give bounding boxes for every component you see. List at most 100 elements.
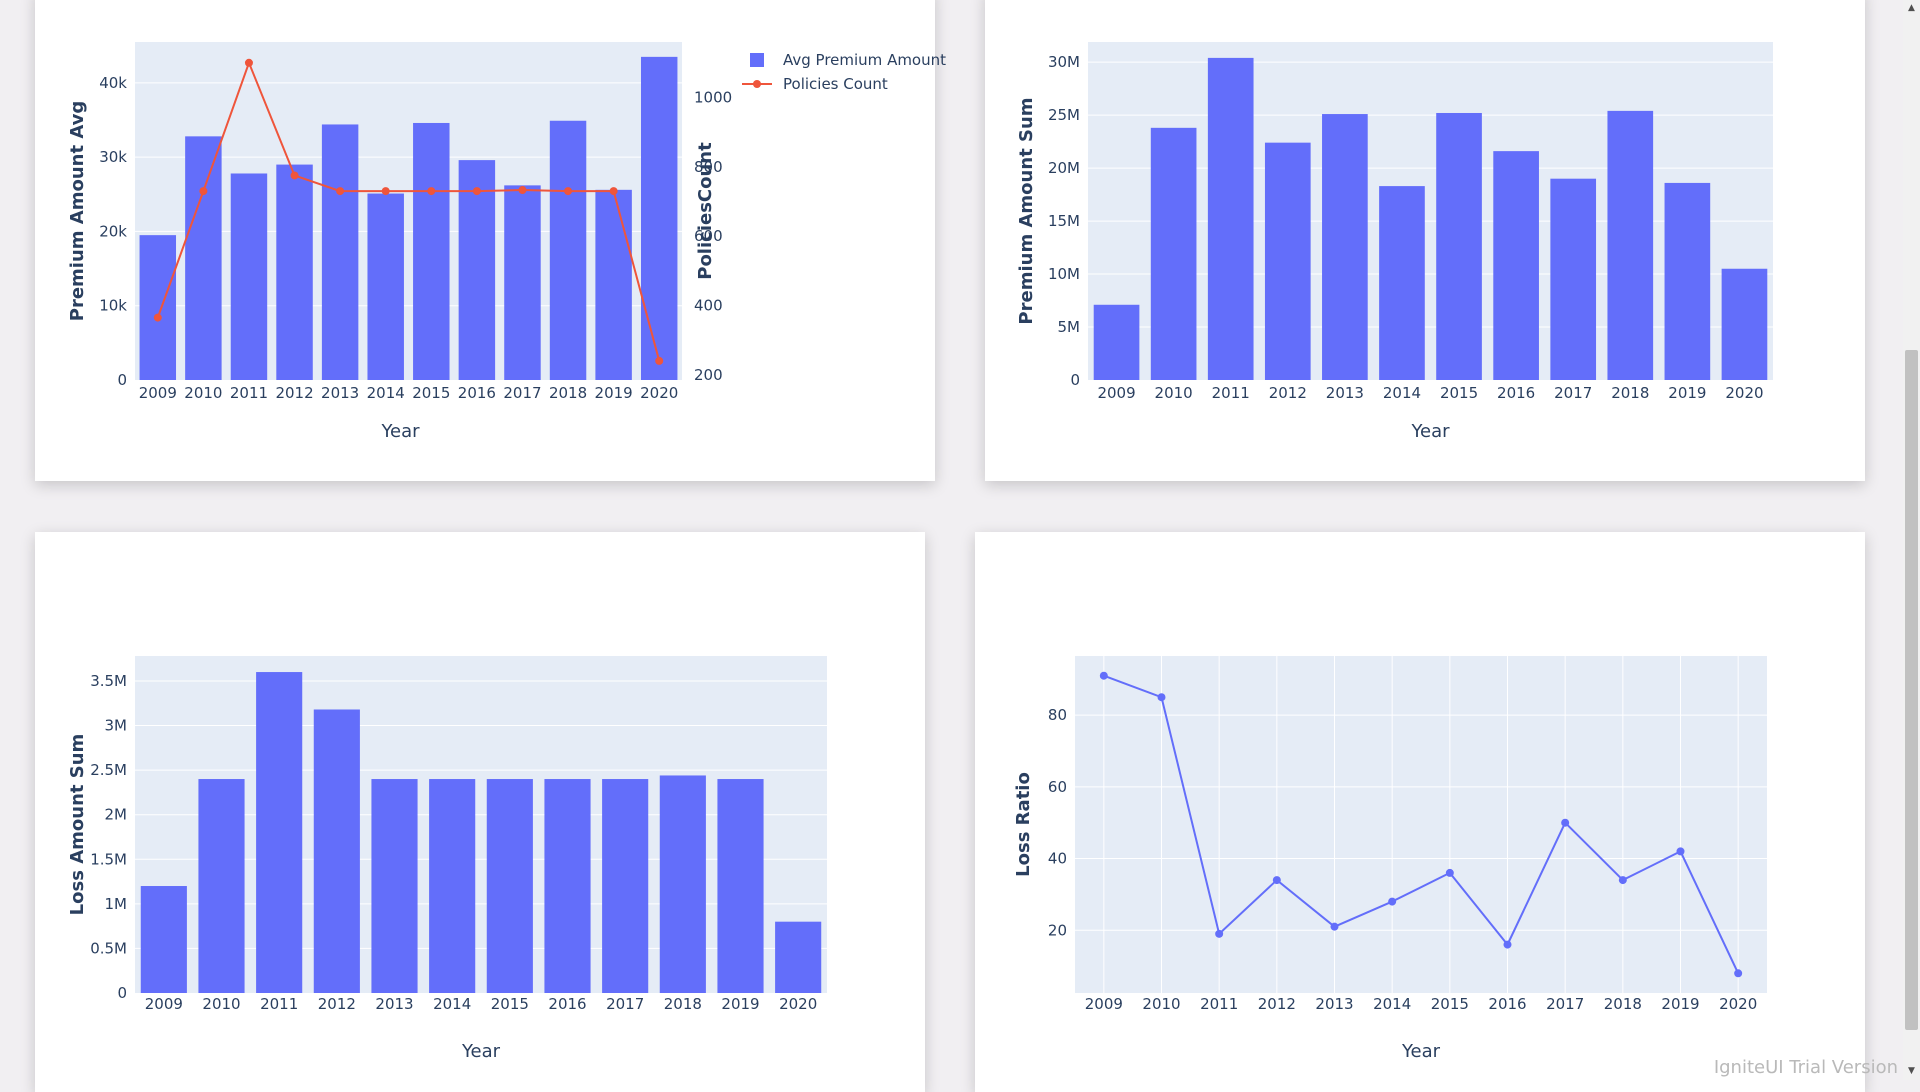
premium-sum-chart: 0 5M 10M 15M 20M 25M 30M 2009 2010 2011 2012 2013 20… [1016, 42, 1773, 442]
x-tick-label: 2018 [1611, 384, 1649, 402]
y-tick-label: 40 [1048, 850, 1067, 868]
data-point [1445, 868, 1454, 877]
x-tick-label: 2020 [1725, 384, 1763, 402]
x-tick-label: 2016 [1497, 384, 1535, 402]
data-point [1157, 693, 1166, 702]
x-tick-label: 2017 [503, 384, 541, 402]
scroll-down-arrow-icon[interactable]: ▼ [1908, 1066, 1915, 1076]
policies-count-point [244, 58, 253, 67]
bar [140, 886, 187, 993]
bar [549, 120, 587, 380]
y-tick-label: 60 [1048, 778, 1067, 796]
data-point [1215, 929, 1224, 938]
bar [321, 124, 359, 380]
x-tick-label: 2019 [595, 384, 633, 402]
x-tick-label: 2012 [1269, 384, 1307, 402]
y-tick-label: 80 [1048, 706, 1067, 724]
y-tick-label: 30M [1048, 53, 1080, 71]
x-tick-label: 2020 [640, 384, 678, 402]
x-tick-label: 2012 [1258, 995, 1296, 1013]
y2-tick-label: 400 [694, 296, 723, 314]
data-point [1272, 876, 1281, 885]
plot-area [135, 42, 682, 380]
x-tick-label: 2016 [458, 384, 496, 402]
plot-area [1075, 656, 1767, 993]
x-tick-label: 2013 [1315, 995, 1353, 1013]
y-tick-label: 10M [1048, 265, 1080, 283]
x-tick-label: 2014 [367, 384, 405, 402]
x-axis-title: Year [380, 421, 420, 442]
bar [1436, 112, 1482, 380]
x-tick-label: 2010 [1155, 384, 1193, 402]
y2-tick-label: 200 [694, 366, 723, 384]
bar [198, 779, 245, 993]
bar [659, 775, 706, 993]
x-tick-label: 2015 [412, 384, 450, 402]
scrollbar-thumb[interactable] [1905, 350, 1918, 1030]
x-tick-label: 2011 [1200, 995, 1238, 1013]
y-tick-label: 2.5M [90, 761, 127, 779]
y-tick-label: 0 [1070, 371, 1080, 389]
policies-count-line [156, 59, 661, 362]
y2-tick-label: 600 [694, 227, 723, 245]
x-tick-label: 2013 [1326, 384, 1364, 402]
data-point [1330, 922, 1339, 931]
loss-sum-chart: 0 0.5M 1M 1.5M 2M 2.5M 3M 3.5M 2009 2010 2011 2012 2… [67, 656, 827, 1062]
bar [313, 709, 360, 993]
bar [602, 779, 649, 993]
vertical-scrollbar[interactable]: ▲ ▼ [1903, 0, 1920, 1080]
bar [1207, 57, 1254, 380]
y-tick-label: 15M [1048, 212, 1080, 230]
bar [371, 779, 418, 993]
x-tick-label: 2014 [433, 995, 471, 1013]
policies-count-point [381, 187, 390, 196]
x-tick-label: 2015 [1431, 995, 1469, 1013]
policies-count-point [290, 171, 299, 180]
x-tick-label: 2016 [1488, 995, 1526, 1013]
bar [185, 136, 222, 380]
legend-label: Avg Premium Amount [783, 51, 946, 69]
scroll-up-arrow-icon[interactable]: ▲ [1908, 3, 1915, 13]
y2-axis-title: PoliciesCount [695, 142, 716, 280]
x-tick-label: 2009 [139, 384, 177, 402]
bar [1607, 110, 1654, 381]
bar [256, 672, 303, 993]
loss-sum-chart-card: 0 0.5M 1M 1.5M 2M 2.5M 3M 3.5M 2009 2010 2011 2012 2… [35, 532, 925, 1092]
data-point [1618, 876, 1627, 885]
policies-count-point [199, 187, 208, 196]
bar [1721, 268, 1768, 380]
x-tick-label: 2011 [230, 384, 268, 402]
y-tick-label: 2M [105, 806, 128, 824]
bar [486, 779, 533, 993]
x-tick-label: 2013 [375, 995, 413, 1013]
policies-count-point [564, 187, 573, 196]
x-tick-label: 2009 [1097, 384, 1135, 402]
bar [504, 185, 541, 380]
bar [1550, 178, 1597, 380]
y-tick-label: 3M [105, 717, 128, 735]
x-tick-label: 2018 [1604, 995, 1642, 1013]
y-axis-title: Loss Amount Sum [67, 734, 88, 916]
x-tick-label: 2010 [202, 995, 240, 1013]
y-tick-label: 20k [99, 222, 127, 240]
policies-count-point [153, 313, 162, 322]
policies-count-point [609, 187, 618, 196]
x-tick-label: 2012 [318, 995, 356, 1013]
plot-area [1088, 42, 1773, 380]
bar [1264, 142, 1311, 380]
bar [429, 779, 476, 993]
data-point [1388, 897, 1397, 906]
data-point [1561, 818, 1570, 827]
loss-ratio-chart: 20 40 60 80 2009 2010 2011 2012 2013 2014 2015 2016… [1013, 656, 1767, 1062]
x-tick-label: 2020 [779, 995, 817, 1013]
bar [367, 193, 404, 380]
y-tick-label: 30k [99, 148, 127, 166]
premium-avg-chart-card: 0 10k 20k 30k 40k 2009 2010 2011 2012 2013 2014 201… [35, 0, 946, 481]
y2-tick-label: 1000 [694, 88, 732, 106]
bar [775, 921, 822, 993]
bar [640, 56, 678, 380]
y-tick-label: 1.5M [90, 850, 127, 868]
x-axis-title: Year [461, 1041, 501, 1062]
y-tick-label: 40k [99, 74, 127, 92]
legend-bar-swatch [750, 53, 764, 67]
